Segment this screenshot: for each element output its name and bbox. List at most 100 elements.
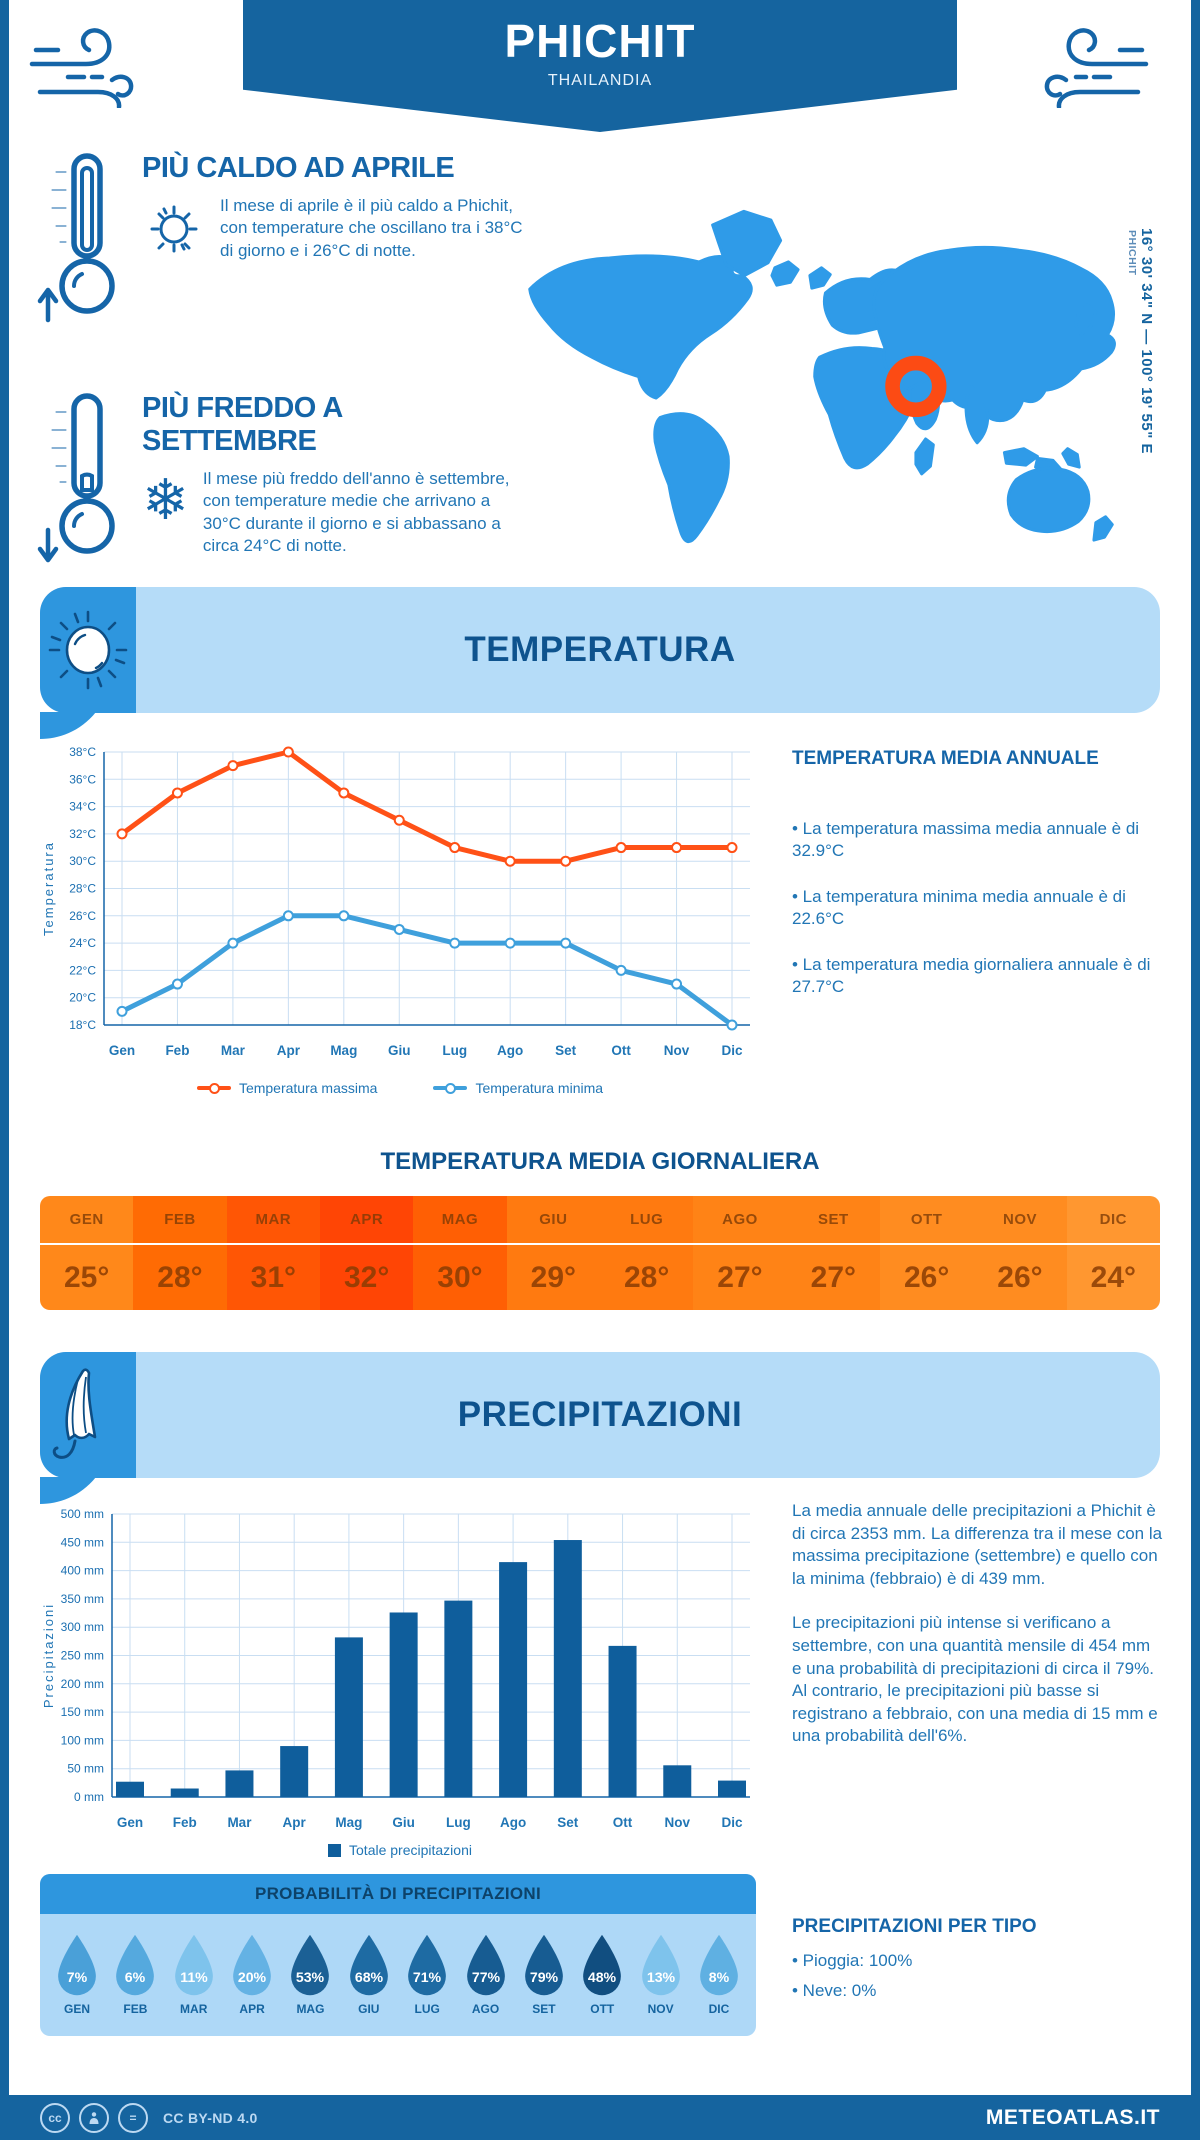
page-border-right [1191, 0, 1200, 2140]
month-label: GEN [40, 1196, 134, 1245]
month-column: APR 32° [320, 1196, 414, 1310]
svg-text:Mag: Mag [330, 1043, 357, 1058]
page-title: PHICHIT [504, 15, 696, 67]
svg-text:8%: 8% [709, 1969, 730, 1985]
svg-text:Ago: Ago [500, 1815, 526, 1830]
probability-drop: 79% SET [519, 1933, 569, 2016]
svg-text:34°C: 34°C [69, 800, 96, 814]
svg-text:30°C: 30°C [69, 854, 96, 868]
svg-text:Nov: Nov [665, 1815, 691, 1830]
svg-text:350 mm: 350 mm [61, 1592, 104, 1606]
month-mean-temperature: 26° [903, 1260, 950, 1294]
svg-text:26°C: 26°C [69, 909, 96, 923]
svg-text:6%: 6% [125, 1969, 146, 1985]
svg-text:Dic: Dic [721, 1043, 743, 1058]
cc-by-person-icon [79, 2102, 109, 2133]
svg-text:Mar: Mar [221, 1043, 246, 1058]
month-mean-temperature: 28° [157, 1260, 203, 1294]
month-column: OTT 26° [880, 1196, 974, 1310]
month-column: AGO 27° [693, 1196, 787, 1310]
drop-month-label: AGO [471, 2001, 500, 2016]
probability-drop: 53% MAG [285, 1933, 335, 2016]
svg-text:Ott: Ott [613, 1815, 633, 1830]
drop-month-label: FEB [123, 2001, 148, 2016]
svg-text:Feb: Feb [173, 1815, 197, 1830]
section-title-precipitation: PRECIPITAZIONI [457, 1395, 743, 1434]
drop-month-label: SET [532, 2001, 556, 2016]
annual-mean-bullet: • La temperatura media giornaliera annua… [792, 955, 1151, 997]
month-column: GIU 29° [506, 1196, 600, 1310]
banner-umbrella-icon [40, 1352, 136, 1478]
svg-text:68%: 68% [355, 1969, 384, 1985]
annual-temperature-heading: TEMPERATURA MEDIA ANNUALE [792, 748, 1099, 769]
svg-text:450 mm: 450 mm [61, 1535, 104, 1549]
svg-text:Mag: Mag [335, 1815, 362, 1830]
probability-drop: 71% LUG [402, 1933, 452, 2016]
month-label: AGO [693, 1196, 787, 1245]
svg-text:48%: 48% [588, 1969, 617, 1985]
month-column: MAR 31° [226, 1196, 320, 1310]
cc-icon: cc [40, 2102, 70, 2133]
svg-text:Giu: Giu [388, 1043, 411, 1058]
highlight-heading: PIÙ FREDDO A SETTEMBRE [142, 392, 342, 457]
svg-text:Gen: Gen [117, 1815, 143, 1830]
svg-text:79%: 79% [530, 1969, 559, 1985]
temperature-chart: 18°C 20°C 22°C 24°C 26°C 28°C 30°C 32°C 34°C 36°C… [40, 740, 760, 1065]
drop-month-label: MAG [296, 2001, 325, 2016]
snow-bullet: • Neve: 0% [792, 1981, 877, 2001]
drop-month-label: GEN [63, 2001, 90, 2016]
header-banner: PHICHIT THAILANDIA [243, 0, 957, 132]
license-label: CC BY-ND 4.0 [163, 2109, 258, 2126]
highlight-text: Il mese di aprile è il più caldo a Phich… [220, 196, 523, 260]
drop-month-label: DIC [708, 2001, 730, 2016]
svg-text:22°C: 22°C [69, 963, 96, 977]
svg-text:Gen: Gen [109, 1043, 135, 1058]
legend-item: Temperatura massima [196, 1080, 377, 1096]
month-label: DIC [1066, 1196, 1160, 1245]
svg-text:Precipitazioni: Precipitazioni [41, 1603, 56, 1708]
precipitation-probability-box: PROBABILITÀ DI PRECIPITAZIONI 7% GEN 6% … [40, 1874, 756, 2036]
annual-max-bullet: • La temperatura massima media annuale è… [792, 819, 1140, 861]
svg-text:150 mm: 150 mm [61, 1705, 104, 1719]
location-marker [885, 355, 947, 418]
footer: cc = CC BY-ND 4.0 METEOATLAS.IT [0, 2095, 1200, 2140]
precipitation-paragraph: La media annuale delle precipitazioni a … [792, 1501, 1163, 1588]
probability-drop: 11% MAR [169, 1933, 219, 2016]
month-mean-temperature: 27° [810, 1260, 857, 1294]
month-column: MAG 30° [413, 1196, 507, 1310]
temperature-banner: TEMPERATURA [40, 587, 1160, 739]
month-column: LUG 28° [600, 1196, 694, 1310]
highlight-heading: PIÙ CALDO AD APRILE [142, 152, 455, 184]
svg-text:7%: 7% [67, 1969, 88, 1985]
site-name: METEOATLAS.IT [985, 2105, 1160, 2129]
svg-text:77%: 77% [471, 1969, 500, 1985]
month-mean-temperature: 31° [250, 1260, 297, 1294]
probability-drop: 48% OTT [577, 1933, 627, 2016]
month-mean-temperature: 29° [530, 1260, 577, 1294]
world-map [483, 166, 1125, 564]
probability-drop: 6% FEB [110, 1933, 160, 2016]
month-column: GEN 25° [40, 1196, 134, 1310]
annual-temperature-panel: TEMPERATURA MEDIA ANNUALE • La temperatu… [792, 748, 1164, 1023]
snowflake-icon: ❄ [142, 468, 189, 531]
svg-text:71%: 71% [413, 1969, 442, 1985]
svg-text:Ago: Ago [497, 1043, 523, 1058]
probability-drop: 7% GEN [52, 1933, 102, 2016]
drop-month-label: NOV [647, 2001, 674, 2016]
highlight-text: Il mese più freddo dell'anno è settembre… [202, 469, 510, 556]
temperature-legend: Temperatura massima Temperatura minima [40, 1080, 760, 1096]
map-caption: PHICHIT 16° 30' 34" N — 100° 19' 55" E [1126, 228, 1155, 568]
svg-text:0 mm: 0 mm [74, 1790, 104, 1804]
month-mean-temperature: 27° [717, 1260, 763, 1294]
svg-text:Nov: Nov [664, 1043, 690, 1058]
map-location-label: PHICHIT [1126, 230, 1138, 276]
precipitation-chart: 0 mm 50 mm 100 mm 150 mm 200 mm 250 mm 300 mm 3… [40, 1502, 760, 1837]
precipitation-paragraph: Le precipitazioni più intense si verific… [792, 1613, 1158, 1746]
svg-text:200 mm: 200 mm [61, 1677, 104, 1691]
probability-heading: PROBABILITÀ DI PRECIPITAZIONI [40, 1874, 756, 1914]
probability-drop: 77% AGO [461, 1933, 511, 2016]
svg-text:Mar: Mar [227, 1815, 252, 1830]
annual-min-bullet: • La temperatura minima media annuale è … [792, 887, 1126, 929]
page-border-left [0, 0, 9, 2140]
month-mean-temperature: 24° [1090, 1260, 1137, 1294]
